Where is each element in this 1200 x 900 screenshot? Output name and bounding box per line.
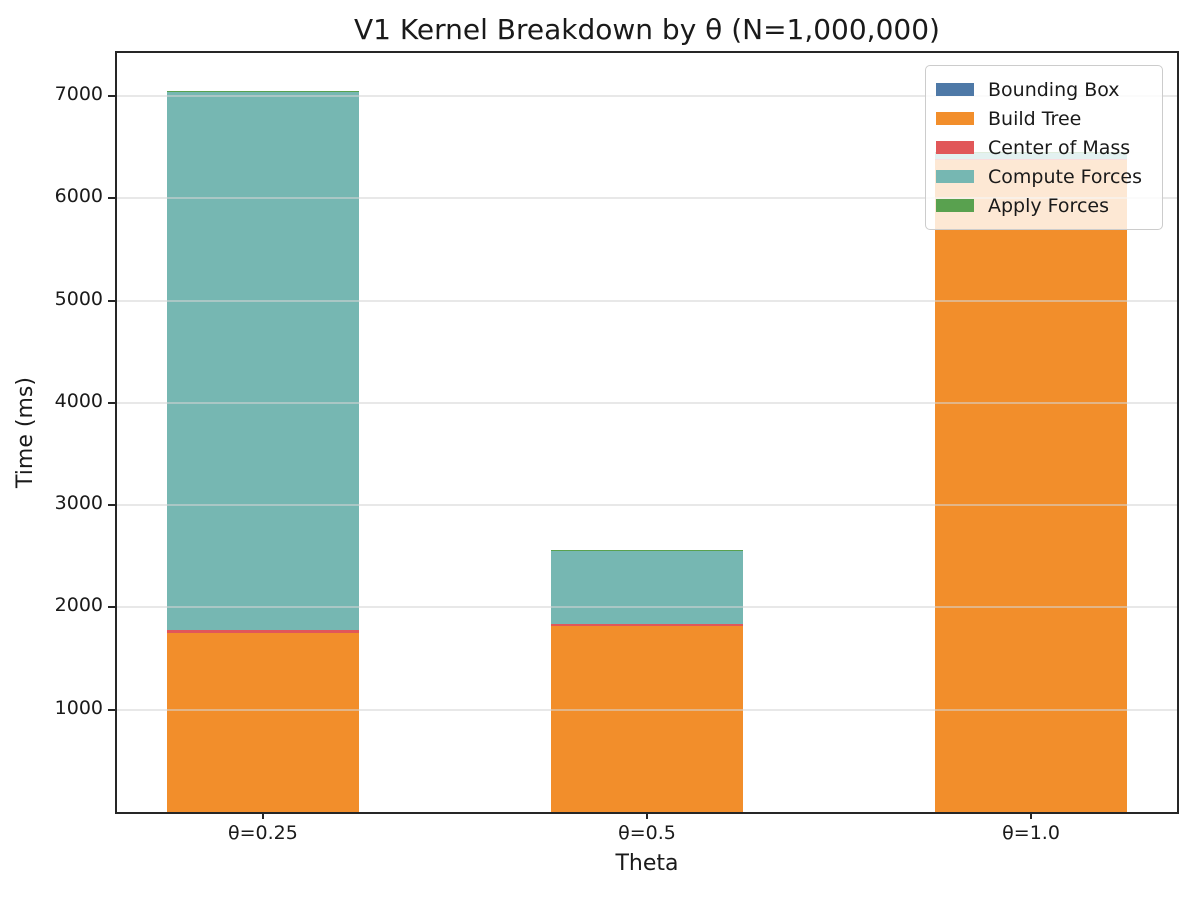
legend-label: Bounding Box	[988, 78, 1120, 101]
bar-θ=0.25-segment-build-tree	[166, 632, 359, 812]
gridline-1000	[117, 708, 1177, 711]
y-tick-label-7000: 7000	[54, 82, 103, 105]
bar-θ=0.5-segment-build-tree	[550, 625, 743, 812]
y-tick-mark-1000	[108, 708, 115, 711]
chart-title: V1 Kernel Breakdown by θ (N=1,000,000)	[354, 13, 940, 46]
legend: Bounding Box Build Tree Center of Mass Comp…	[925, 65, 1163, 230]
x-axis-label: Theta	[615, 851, 679, 876]
x-tick-label-0: θ=0.25	[228, 822, 298, 844]
legend-label: Compute Forces	[988, 165, 1142, 188]
legend-item-center-of-mass: Center of Mass	[936, 133, 1152, 162]
y-tick-mark-3000	[108, 504, 115, 507]
legend-swatch-icon	[936, 141, 974, 154]
x-tick-mark-2	[1030, 812, 1033, 819]
y-tick-label-2000: 2000	[54, 594, 103, 617]
y-tick-mark-4000	[108, 401, 115, 404]
y-tick-label-6000: 6000	[54, 185, 103, 208]
gridline-7000	[117, 94, 1177, 97]
gridline-2000	[117, 606, 1177, 609]
y-tick-label-5000: 5000	[54, 287, 103, 310]
x-tick-label-2: θ=1.0	[1002, 822, 1060, 844]
y-tick-mark-7000	[108, 94, 115, 97]
legend-item-build-tree: Build Tree	[936, 104, 1152, 133]
bar-θ=1.0-segment-build-tree	[935, 160, 1128, 812]
legend-item-apply-forces: Apply Forces	[936, 191, 1152, 220]
y-tick-mark-2000	[108, 606, 115, 609]
legend-swatch-icon	[936, 83, 974, 96]
gridline-6000	[117, 197, 1177, 200]
y-tick-label-3000: 3000	[54, 492, 103, 515]
legend-swatch-icon	[936, 199, 974, 212]
legend-item-compute-forces: Compute Forces	[936, 162, 1152, 191]
gridline-5000	[117, 299, 1177, 302]
x-tick-mark-1	[646, 812, 648, 819]
bar-θ=0.5-segment-compute-forces	[550, 550, 743, 624]
y-tick-mark-5000	[108, 299, 115, 302]
bar-θ=0.25-segment-center-of-mass	[166, 630, 359, 633]
bar-θ=0.5-segment-center-of-mass	[550, 623, 743, 626]
x-tick-label-1: θ=0.5	[618, 822, 676, 844]
x-tick-mark-0	[261, 812, 264, 819]
y-tick-mark-6000	[108, 197, 115, 200]
legend-swatch-icon	[936, 112, 974, 125]
legend-item-bounding-box: Bounding Box	[936, 75, 1152, 104]
gridline-4000	[117, 401, 1177, 404]
gridline-3000	[117, 504, 1177, 507]
legend-label: Build Tree	[988, 107, 1082, 130]
legend-swatch-icon	[936, 170, 974, 183]
y-tick-label-4000: 4000	[54, 389, 103, 412]
bar-θ=0.25-segment-compute-forces	[166, 91, 359, 631]
legend-label: Center of Mass	[988, 136, 1131, 159]
y-tick-label-1000: 1000	[54, 696, 103, 719]
legend-label: Apply Forces	[988, 194, 1109, 217]
plot-area: Bounding Box Build Tree Center of Mass Comp…	[115, 51, 1179, 814]
